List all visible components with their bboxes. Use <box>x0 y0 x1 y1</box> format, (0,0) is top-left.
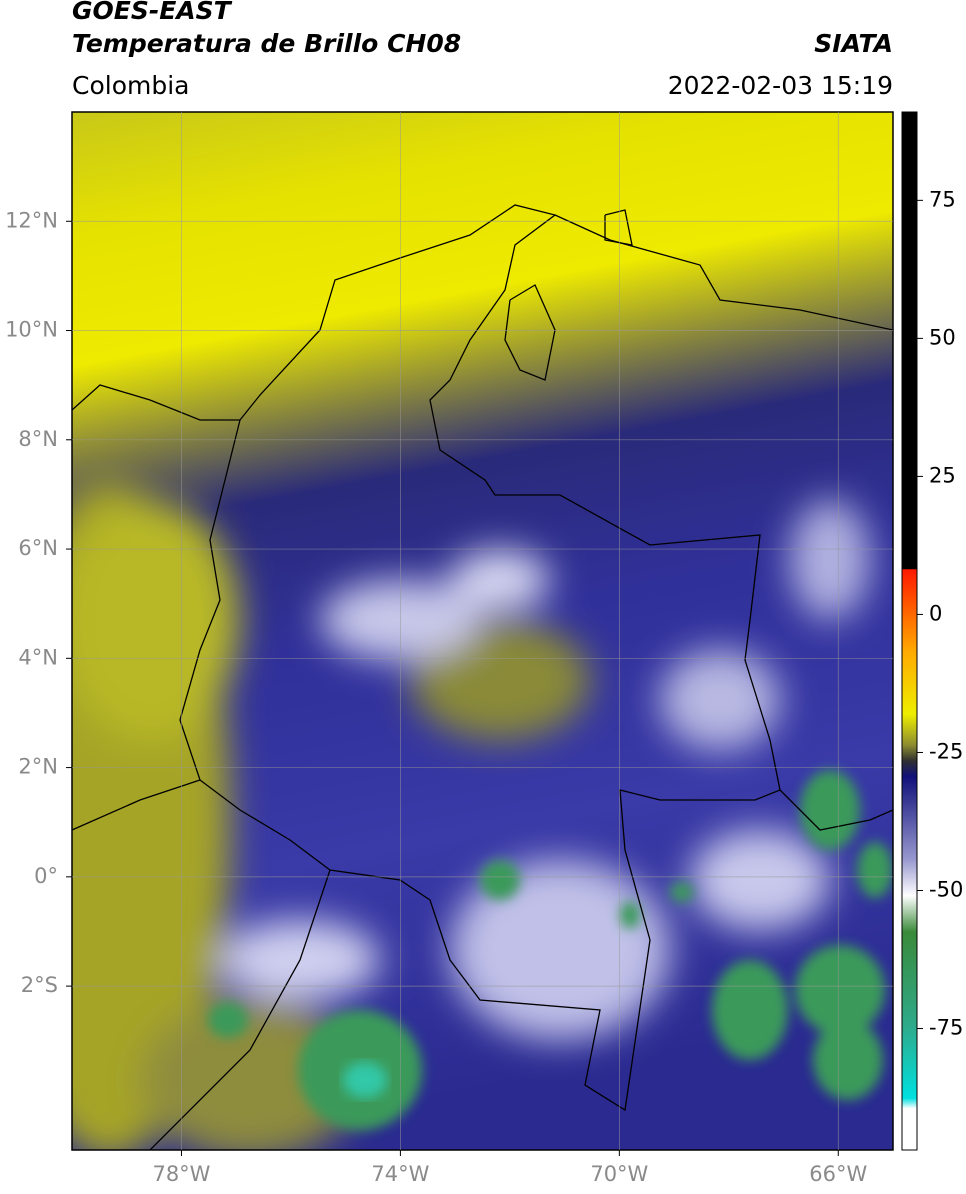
y-tick-label: 8°N <box>18 427 58 451</box>
y-tick-label: 12°N <box>5 208 58 232</box>
x-tick-label: 78°W <box>152 1162 210 1186</box>
y-tick-label: 10°N <box>5 318 58 342</box>
y-tick-label: 6°N <box>18 536 58 560</box>
x-tick-label: 66°W <box>809 1162 867 1186</box>
axes: 78°W 74°W 70°W 66°W 12°N 10°N 8°N 6°N 4°N 2°N 0° 2°… <box>5 112 963 1186</box>
colorbar-tick-label: 75 <box>929 187 956 211</box>
colorbar-tick-label: -25 <box>929 739 963 763</box>
source: SIATA <box>814 29 893 58</box>
subtitle: Temperatura de Brillo CH08 <box>72 29 461 58</box>
title: GOES-EAST <box>72 0 233 25</box>
x-tick-label: 70°W <box>590 1162 648 1186</box>
colorbar-tick-label: -50 <box>929 878 963 902</box>
satellite-image <box>72 112 893 1150</box>
map-frame <box>71 111 894 1151</box>
y-tick-label: 2°S <box>21 973 58 997</box>
colorbar-tick-label: 50 <box>929 325 956 349</box>
datetime: 2022-02-03 15:19 <box>668 71 893 100</box>
colorbar-tick-label: 25 <box>929 463 956 487</box>
colorbar <box>901 111 918 1151</box>
x-tick-label: 74°W <box>371 1162 429 1186</box>
colorbar-tick-label: 0 <box>929 601 942 625</box>
colorbar-tick-label: -75 <box>929 1016 963 1040</box>
y-tick-label: 4°N <box>18 645 58 669</box>
y-tick-label: 0° <box>34 864 58 888</box>
region: Colombia <box>72 71 189 100</box>
y-tick-label: 2°N <box>18 755 58 779</box>
